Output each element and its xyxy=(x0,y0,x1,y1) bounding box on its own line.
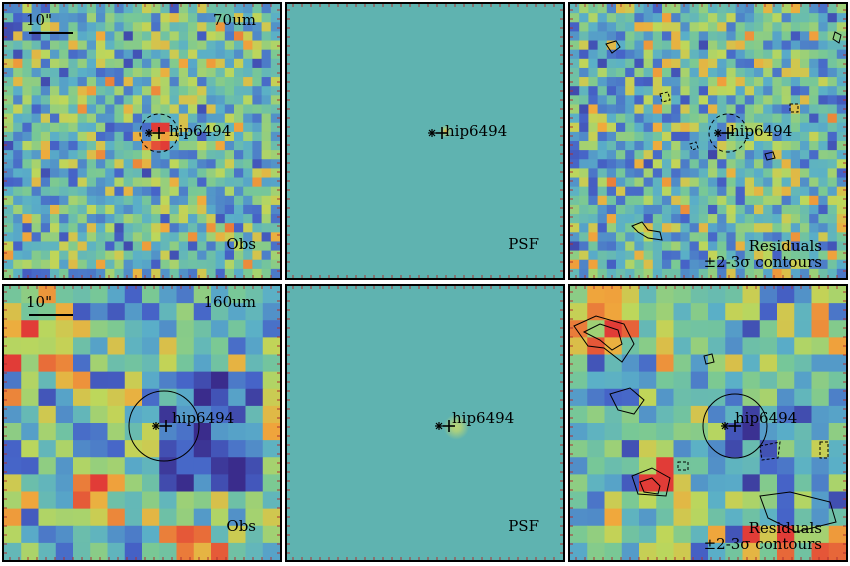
source-marker xyxy=(152,420,172,432)
panel-label-obs: Obs xyxy=(226,517,256,535)
scale-label: 10" xyxy=(26,293,52,311)
residual-map-160um xyxy=(570,286,846,560)
panel-label-psf: PSF xyxy=(508,235,539,253)
source-marker xyxy=(435,420,455,432)
star-marker xyxy=(428,129,436,137)
axis-ticks xyxy=(287,286,563,560)
pixel-map-70um-obs xyxy=(4,4,280,278)
axis-ticks xyxy=(4,4,280,278)
pixel-grid xyxy=(4,286,280,560)
panel-160um-psf: PSF hip6494 xyxy=(285,284,565,562)
band-label: 160um xyxy=(203,293,256,311)
scale-bar xyxy=(29,32,73,34)
source-marker xyxy=(145,127,165,139)
band-label: 70um xyxy=(213,11,256,29)
axis-ticks xyxy=(570,4,846,278)
pixel-map-160um-obs xyxy=(4,286,280,560)
source-label: hip6494 xyxy=(730,122,793,140)
panel-label-residuals: Residuals xyxy=(748,519,822,537)
axis-ticks xyxy=(570,286,846,560)
panel-label-contours: ±2-3σ contours xyxy=(703,535,822,553)
panel-160um-obs: 10" 160um Obs hip6494 xyxy=(2,284,282,562)
source-marker xyxy=(714,127,734,139)
source-label: hip6494 xyxy=(735,409,798,427)
source-label: hip6494 xyxy=(445,122,508,140)
star-marker xyxy=(714,129,722,137)
source-label: hip6494 xyxy=(452,409,515,427)
panel-label-obs: Obs xyxy=(226,235,256,253)
star-marker xyxy=(435,422,443,430)
axis-ticks xyxy=(287,4,563,278)
panel-label-contours: ±2-3σ contours xyxy=(703,253,822,271)
panel-70um-obs: 10" 70um Obs hip6494 xyxy=(2,2,282,280)
source-label: hip6494 xyxy=(169,122,232,140)
source-marker xyxy=(721,420,741,432)
psf-map-160um xyxy=(287,286,563,560)
scale-label: 10" xyxy=(26,11,52,29)
star-marker xyxy=(145,129,153,137)
star-marker xyxy=(721,422,729,430)
axis-ticks xyxy=(4,286,280,560)
panel-label-residuals: Residuals xyxy=(748,237,822,255)
panel-70um-residuals: Residuals ±2-3σ contours hip6494 xyxy=(568,2,848,280)
source-label: hip6494 xyxy=(172,409,235,427)
panel-70um-psf: PSF hip6494 xyxy=(285,2,565,280)
source-marker xyxy=(428,127,448,139)
contours xyxy=(605,31,842,241)
scale-bar xyxy=(29,314,73,316)
panel-160um-residuals: Residuals ±2-3σ contours hip6494 xyxy=(568,284,848,562)
pixel-grid xyxy=(4,4,280,278)
panel-label-psf: PSF xyxy=(508,517,539,535)
psf-map-70um xyxy=(287,4,563,278)
contours xyxy=(573,315,837,533)
pixel-grid xyxy=(570,4,846,278)
star-marker xyxy=(152,422,160,430)
residual-map-70um xyxy=(570,4,846,278)
pixel-grid xyxy=(570,286,846,560)
